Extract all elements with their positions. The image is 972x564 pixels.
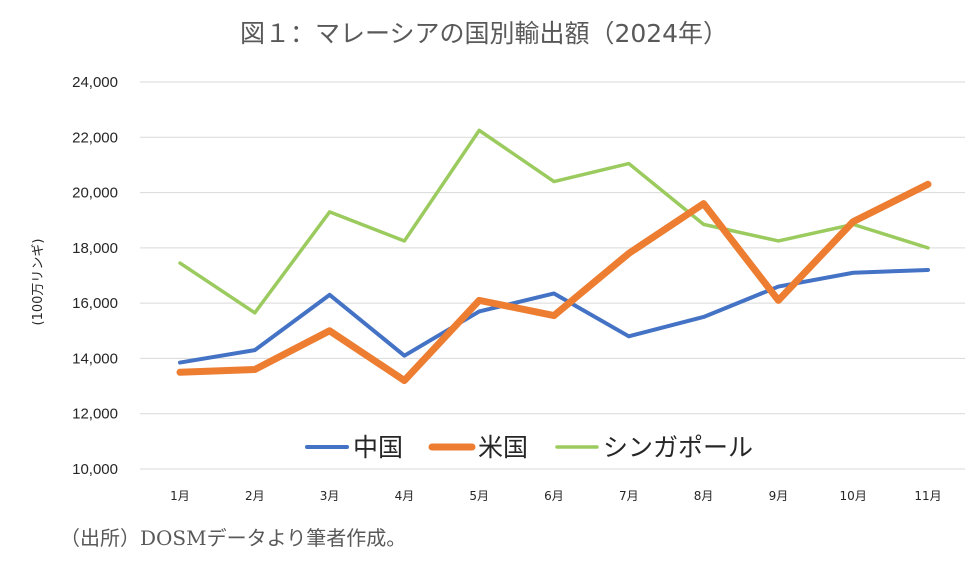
chart-title: 図１：マレーシアの国別輸出額（2024年） — [240, 19, 728, 48]
y-tick-label: 10,000 — [72, 461, 118, 478]
series-lines — [176, 128, 932, 385]
legend-label: 米国 — [478, 433, 528, 462]
x-tick-label: 3月 — [320, 489, 340, 503]
y-axis-ticks: 10,000 12,000 14,000 16,000 18,000 20,000 22,0… — [72, 74, 118, 478]
series-line-2 — [176, 180, 932, 385]
x-tick-label: 10月 — [840, 489, 867, 503]
y-tick-label: 24,000 — [72, 74, 118, 91]
y-axis-label: (100万リンギ) — [31, 239, 46, 326]
y-tick-label: 22,000 — [72, 129, 118, 146]
x-tick-label: 1月 — [170, 489, 190, 503]
x-axis-ticks: 1月 2月 3月 4月 5月 6月 7月 8月 9月 10月 11月 — [170, 489, 941, 503]
x-tick-label: 5月 — [469, 489, 489, 503]
legend: 中国 米国 シンガポール — [305, 433, 753, 462]
y-tick-label: 14,000 — [72, 350, 118, 367]
legend-label: シンガポール — [603, 433, 753, 462]
y-tick-label: 12,000 — [72, 406, 118, 423]
y-tick-label: 18,000 — [72, 240, 118, 257]
x-tick-label: 2月 — [245, 489, 265, 503]
y-tick-label: 20,000 — [72, 185, 118, 202]
x-tick-label: 7月 — [619, 489, 639, 503]
source-note: （出所）DOSMデータより筆者作成。 — [60, 526, 407, 550]
x-tick-label: 11月 — [914, 489, 941, 503]
series-line-3 — [178, 128, 930, 315]
x-tick-label: 9月 — [769, 489, 789, 503]
x-tick-label: 6月 — [544, 489, 564, 503]
series-line-1 — [178, 267, 930, 365]
legend-label: 中国 — [353, 433, 403, 462]
x-tick-label: 4月 — [395, 489, 415, 503]
x-tick-label: 8月 — [694, 489, 714, 503]
y-tick-label: 16,000 — [72, 295, 118, 312]
